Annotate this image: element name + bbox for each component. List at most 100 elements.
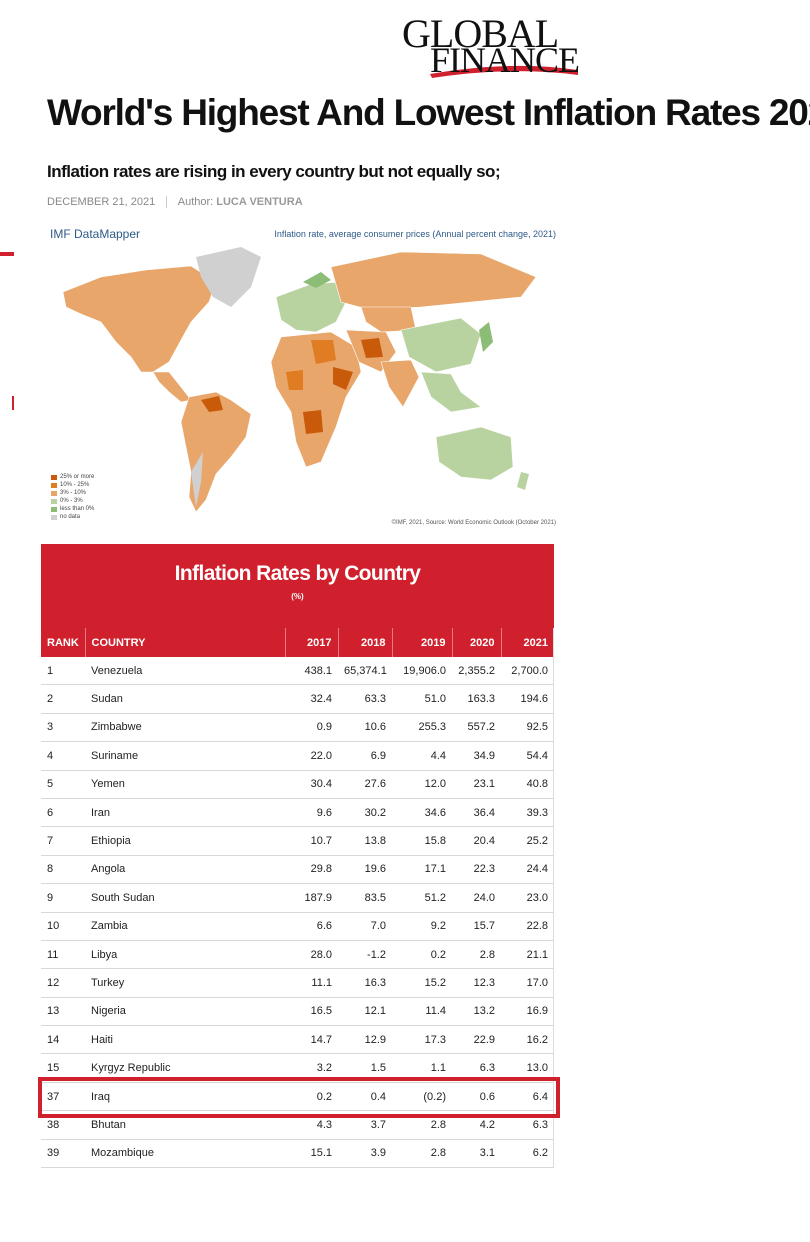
cell-2019: 34.6 bbox=[392, 798, 452, 828]
legend-item: 10% - 25% bbox=[51, 481, 94, 489]
table-row: 13 Nigeria 16.5 12.1 11.4 13.2 16.9 bbox=[41, 997, 554, 1027]
cell-2017: 0.9 bbox=[285, 713, 338, 743]
cell-country: Mozambique bbox=[85, 1139, 285, 1169]
cell-2017: 29.8 bbox=[285, 855, 338, 885]
cell-2017: 3.2 bbox=[285, 1053, 338, 1083]
cell-2017: 22.0 bbox=[285, 741, 338, 771]
legend-swatch bbox=[51, 474, 57, 480]
cell-2019: 1.1 bbox=[392, 1053, 452, 1083]
article-subtitle: Inflation rates are rising in every coun… bbox=[47, 162, 501, 181]
column-header-2021: 2021 bbox=[500, 628, 554, 657]
cell-2021: 22.8 bbox=[501, 912, 554, 941]
cell-rank: 8 bbox=[41, 855, 85, 885]
cell-2021: 40.8 bbox=[501, 770, 554, 799]
cell-2019: 17.1 bbox=[392, 855, 452, 885]
map-credit: ©IMF, 2021, Source: World Economic Outlo… bbox=[391, 520, 556, 526]
legend-item: no data bbox=[51, 513, 94, 521]
cell-2018: 16.3 bbox=[338, 968, 392, 998]
cell-2020: 4.2 bbox=[452, 1110, 501, 1140]
cell-2017: 10.7 bbox=[285, 826, 338, 856]
cell-2021: 16.2 bbox=[501, 1025, 554, 1055]
cell-2019: 255.3 bbox=[392, 713, 452, 743]
table-row: 10 Zambia 6.6 7.0 9.2 15.7 22.8 bbox=[41, 912, 554, 941]
author-label: Author: bbox=[177, 196, 214, 208]
legend-swatch bbox=[51, 506, 57, 512]
cell-2017: 32.4 bbox=[285, 684, 338, 714]
cell-2018: 12.9 bbox=[338, 1025, 392, 1055]
logo-line-1: GLOBAL bbox=[402, 11, 559, 56]
cell-2017: 6.6 bbox=[285, 912, 338, 941]
cell-2021: 194.6 bbox=[501, 684, 554, 714]
legend-item: 0% - 3% bbox=[51, 497, 94, 505]
cell-2021: 6.3 bbox=[501, 1110, 554, 1140]
table-body: 1 Venezuela 438.1 65,374.1 19,906.0 2,355.2 2,… bbox=[41, 657, 554, 1169]
cell-country: Yemen bbox=[85, 770, 285, 799]
legend-item: 3% - 10% bbox=[51, 489, 94, 497]
cell-2019: 4.4 bbox=[392, 741, 452, 771]
cell-2019: 2.8 bbox=[392, 1110, 452, 1140]
cell-2021: 54.4 bbox=[501, 741, 554, 771]
cell-country: Zambia bbox=[85, 912, 285, 941]
cell-rank: 12 bbox=[41, 968, 85, 998]
global-finance-logo[interactable]: GLOBAL FINANCE bbox=[400, 12, 582, 80]
legend-label: 0% - 3% bbox=[60, 498, 83, 504]
inflation-world-map: IMF DataMapper Inflation rate, average c… bbox=[41, 222, 562, 532]
logo-line-2: FINANCE bbox=[430, 40, 580, 80]
table-header-banner: Inflation Rates by Country (%) bbox=[41, 544, 554, 628]
column-header-country: COUNTRY bbox=[84, 628, 285, 657]
cell-2020: 23.1 bbox=[452, 770, 501, 799]
cell-2020: 3.1 bbox=[452, 1139, 501, 1169]
map-legend: 25% or more 10% - 25% 3% - 10% 0% - 3% l… bbox=[51, 473, 94, 521]
cell-2021: 25.2 bbox=[501, 826, 554, 856]
column-header-2019: 2019 bbox=[391, 628, 452, 657]
cell-rank: 2 bbox=[41, 684, 85, 714]
cell-2018: 19.6 bbox=[338, 855, 392, 885]
cell-rank: 9 bbox=[41, 883, 85, 913]
cell-2018: 63.3 bbox=[338, 684, 392, 714]
cell-rank: 3 bbox=[41, 713, 85, 743]
cell-2017: 28.0 bbox=[285, 940, 338, 970]
cell-2017: 16.5 bbox=[285, 997, 338, 1027]
cell-rank: 13 bbox=[41, 997, 85, 1027]
table-title: Inflation Rates by Country bbox=[174, 562, 421, 585]
world-map-graphic bbox=[62, 247, 537, 513]
column-header-2017: 2017 bbox=[284, 628, 338, 657]
legend-swatch bbox=[51, 498, 57, 504]
cell-2018: 12.1 bbox=[338, 997, 392, 1027]
cell-rank: 6 bbox=[41, 798, 85, 828]
column-header-2020: 2020 bbox=[451, 628, 501, 657]
cell-2019: (0.2) bbox=[392, 1082, 452, 1112]
cell-2017: 9.6 bbox=[285, 798, 338, 828]
cell-2017: 187.9 bbox=[285, 883, 338, 913]
map-caption: Inflation rate, average consumer prices … bbox=[274, 229, 556, 239]
cell-2018: 1.5 bbox=[338, 1053, 392, 1083]
legend-item: less than 0% bbox=[51, 505, 94, 513]
legend-label: less than 0% bbox=[60, 506, 95, 512]
cell-2020: 13.2 bbox=[452, 997, 501, 1027]
cell-country: Kyrgyz Republic bbox=[85, 1053, 285, 1083]
author-name[interactable]: LUCA VENTURA bbox=[216, 196, 303, 208]
table-row: 39 Mozambique 15.1 3.9 2.8 3.1 6.2 bbox=[41, 1139, 554, 1169]
cell-2018: 30.2 bbox=[338, 798, 392, 828]
cell-country: Turkey bbox=[85, 968, 285, 998]
table-row: 6 Iran 9.6 30.2 34.6 36.4 39.3 bbox=[41, 798, 554, 828]
table-row: 37 Iraq 0.2 0.4 (0.2) 0.6 6.4 bbox=[41, 1082, 554, 1112]
cell-2020: 15.7 bbox=[452, 912, 501, 941]
cell-2019: 2.8 bbox=[392, 1139, 452, 1169]
table-unit: (%) bbox=[291, 592, 304, 601]
legend-item: 25% or more bbox=[51, 473, 94, 481]
cell-2018: 65,374.1 bbox=[338, 657, 392, 686]
cell-2018: 3.7 bbox=[338, 1110, 392, 1140]
cell-rank: 11 bbox=[41, 940, 85, 970]
cell-2018: 3.9 bbox=[338, 1139, 392, 1169]
cell-2019: 51.0 bbox=[392, 684, 452, 714]
legend-swatch bbox=[51, 514, 57, 520]
table-right-border bbox=[553, 628, 554, 1168]
cell-2017: 438.1 bbox=[285, 657, 338, 686]
article-meta: DECEMBER 21, 2021 Author: LUCA VENTURA bbox=[47, 196, 303, 209]
cell-country: Suriname bbox=[85, 741, 285, 771]
cell-2018: 27.6 bbox=[338, 770, 392, 799]
table-row: 15 Kyrgyz Republic 3.2 1.5 1.1 6.3 13.0 bbox=[41, 1053, 554, 1083]
cell-2021: 13.0 bbox=[501, 1053, 554, 1083]
